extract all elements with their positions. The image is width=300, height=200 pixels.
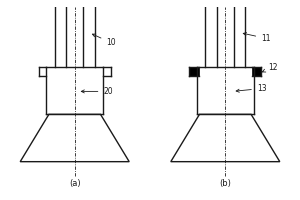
Bar bbox=[189, 67, 197, 76]
Text: 13: 13 bbox=[236, 84, 266, 93]
Text: (b): (b) bbox=[219, 179, 231, 188]
Text: (a): (a) bbox=[69, 179, 80, 188]
Text: 12: 12 bbox=[262, 63, 278, 72]
Text: 10: 10 bbox=[92, 34, 116, 47]
Text: 20: 20 bbox=[81, 87, 113, 96]
Bar bbox=[196, 67, 199, 76]
Bar bbox=[252, 67, 261, 76]
Text: 11: 11 bbox=[243, 33, 271, 43]
